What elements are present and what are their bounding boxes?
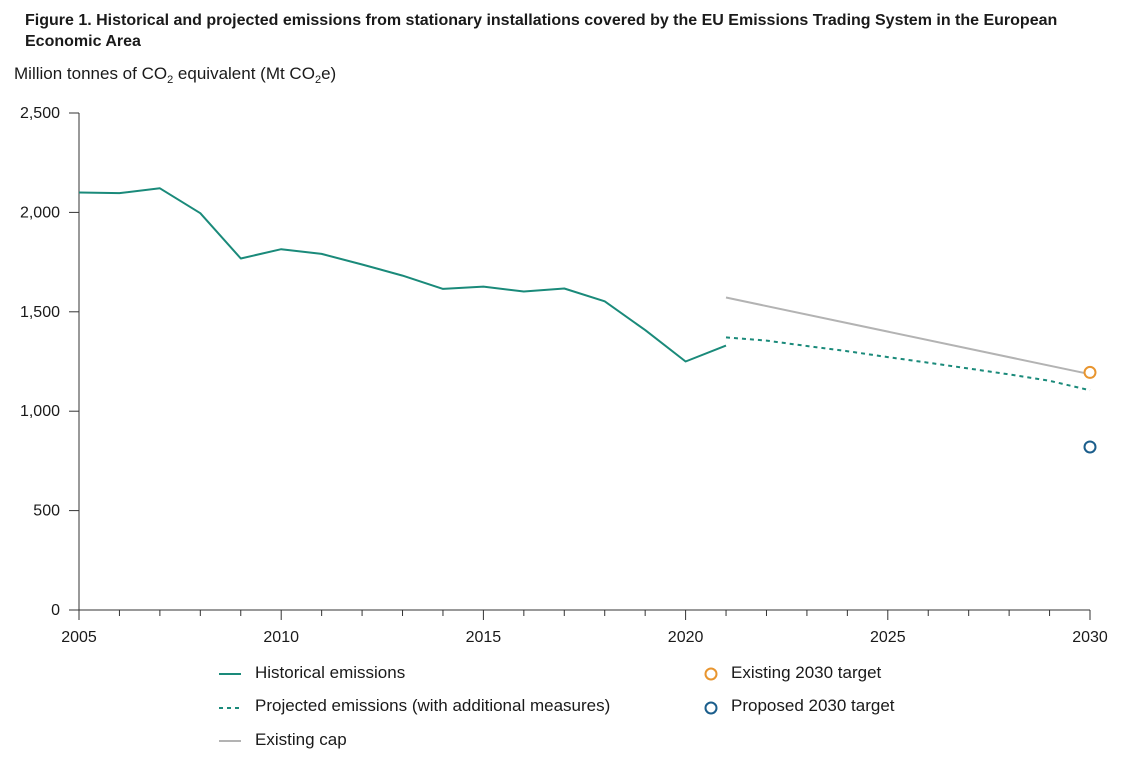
y-tick-label-0: 0 <box>51 602 60 619</box>
y-tick-label-1000: 1,000 <box>20 403 60 420</box>
legend-swatch-proposed-target <box>704 701 718 715</box>
y-axis-label-subscript-2: 2 <box>314 74 322 86</box>
y-tick-label-2500: 2,500 <box>20 105 60 122</box>
x-tick-label-2015: 2015 <box>466 629 502 646</box>
y-tick-label-1500: 1,500 <box>20 304 60 321</box>
chart-title: Figure 1. Historical and projected emiss… <box>25 12 1058 50</box>
y-axis-label-part-2: equivalent (Mt CO <box>173 64 315 83</box>
legend-swatches <box>219 667 718 742</box>
plot-area <box>78 187 1097 454</box>
y-axis-label: Million tonnes of CO2 equivalent (Mt CO2… <box>14 64 336 86</box>
x-tick-label-2010: 2010 <box>263 629 299 646</box>
x-tick-label-2025: 2025 <box>870 629 906 646</box>
y-axis-label-part-3: e) <box>321 64 337 83</box>
y-axis-label-subscript-1: 2 <box>167 74 174 86</box>
y-tick-label-500: 500 <box>33 503 60 520</box>
y-axis-label-part-1: Million tonnes of CO <box>14 64 168 83</box>
series-line-projected-emissions-with-additional-measures <box>725 336 1091 392</box>
y-tick-label-2000: 2,000 <box>20 204 60 221</box>
series-line-existing-cap <box>725 296 1091 376</box>
x-tick-label-2030: 2030 <box>1072 629 1108 646</box>
series-line-historical-emissions <box>78 187 727 363</box>
point-proposed-2030-target <box>1083 440 1097 454</box>
x-tick-label-2020: 2020 <box>668 629 704 646</box>
point-existing-2030-target <box>1083 365 1097 379</box>
legend-swatch-existing-target <box>704 667 718 681</box>
axes: 0 500 1,000 1,500 2,000 2,500 2005 2010 2015 2020… <box>20 105 1108 646</box>
x-tick-label-2005: 2005 <box>61 629 97 646</box>
